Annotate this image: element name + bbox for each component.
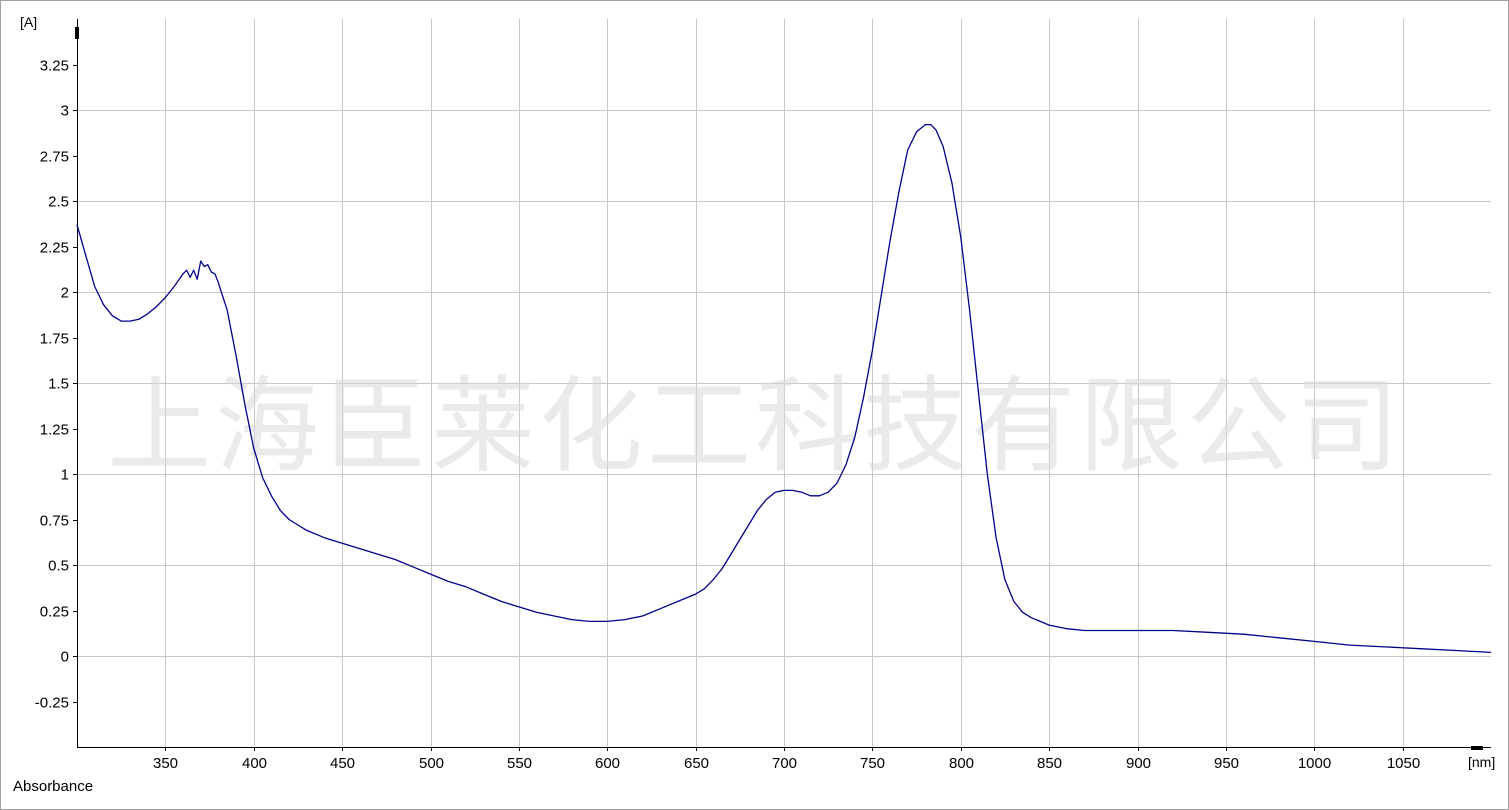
y-tick-label: 0: [61, 649, 69, 666]
x-unit-label: [nm]: [1468, 754, 1495, 770]
x-tick-label: 1000: [1298, 755, 1331, 772]
y-tick-label: 2.75: [40, 149, 69, 166]
x-tick-label: 900: [1126, 755, 1151, 772]
series-layer: [76, 123, 1492, 654]
y-tick-label: 3: [61, 103, 69, 120]
y-tick-label: 1.5: [48, 376, 69, 393]
y-tick-label: 0.25: [40, 604, 69, 621]
x-axis-end-marker: [1471, 746, 1483, 750]
x-tick-label: 850: [1037, 755, 1062, 772]
x-tick-label: 550: [507, 755, 532, 772]
y-axis-end-marker: [75, 27, 79, 39]
x-tick-label: 600: [595, 755, 620, 772]
watermark-text: 上海臣莱化工科技有限公司: [107, 365, 1403, 487]
x-tick-label: 800: [949, 755, 974, 772]
y-tick-label: 3.25: [40, 58, 69, 75]
y-tick-label: 0.75: [40, 513, 69, 530]
y-unit-label: [A]: [20, 14, 37, 30]
x-tick-label: 700: [772, 755, 797, 772]
series-line-absorbance: [76, 123, 1492, 654]
x-tick-label: 500: [419, 755, 444, 772]
legend-label: Absorbance: [13, 778, 93, 795]
x-tick-label: 950: [1214, 755, 1239, 772]
y-tick-label: 0.5: [48, 558, 69, 575]
grid-layer: [77, 19, 1491, 747]
y-tick-label: 1.25: [40, 422, 69, 439]
y-tick-label: 2.25: [40, 240, 69, 257]
x-tick-label: 1050: [1387, 755, 1420, 772]
x-tick-label: 450: [330, 755, 355, 772]
y-tick-label: 2: [61, 285, 69, 302]
y-tick-label: 1: [61, 467, 69, 484]
tick-label-layer: -0.25 0 0.25 0.5 0.75 1 1.25 1.5 1.75 2 2.25 2.5 2.7…: [35, 58, 1420, 773]
x-tick-label: 750: [860, 755, 885, 772]
y-tick-label: 1.75: [40, 331, 69, 348]
x-tick-label: 400: [242, 755, 267, 772]
y-tick-label: -0.25: [35, 695, 69, 712]
x-tick-label: 650: [684, 755, 709, 772]
y-tick-label: 2.5: [48, 194, 69, 211]
x-tick-label: 350: [153, 755, 178, 772]
